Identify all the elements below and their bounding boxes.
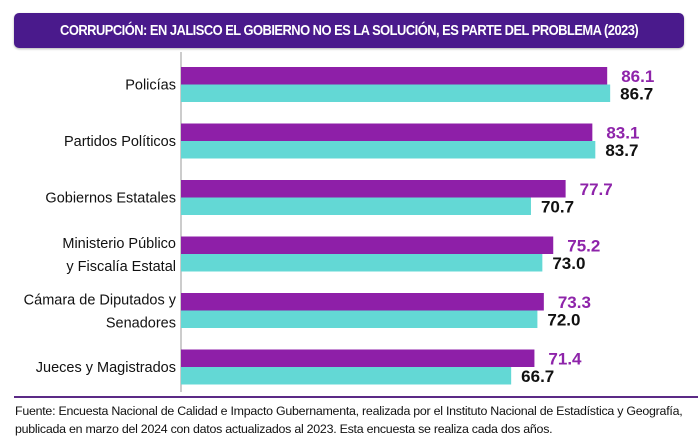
source-line-2: publicada en marzo del 2024 con datos ac… [15, 422, 553, 436]
source-note: Fuente: Encuesta Nacional de Calidad e I… [15, 402, 700, 438]
bar-series-a-5 [181, 349, 535, 367]
value-label-series-b-4: 72.0 [547, 310, 580, 329]
bar-series-b-3 [181, 254, 543, 272]
value-label-series-b-5: 66.7 [521, 367, 554, 386]
footer-divider [14, 396, 698, 398]
value-label-series-b-0: 86.7 [620, 84, 653, 103]
bar-series-a-1 [181, 123, 593, 141]
category-label-2: Gobiernos Estatales [45, 191, 176, 207]
category-label-3-line-0: Ministerio Público [62, 236, 176, 252]
value-label-series-a-0: 86.1 [621, 67, 654, 86]
category-labels-group: Policías Partidos Políticos Gobiernos Esta… [24, 78, 177, 377]
value-label-series-a-4: 73.3 [558, 293, 591, 312]
category-label-5: Jueces y Magistrados [36, 360, 176, 376]
category-label-3-line-1: y Fiscalía Estatal [66, 259, 176, 275]
value-label-series-b-2: 70.7 [541, 197, 574, 216]
bar-series-b-1 [181, 141, 596, 159]
value-labels-group: 86.186.7 83.183.7 77.7 70.7 75.273.0 73.372.0… [521, 67, 654, 386]
chart-title: CORRUPCIÓN: EN JALISCO EL GOBIERNO NO ES… [59, 22, 639, 39]
value-label-series-a-2: 77.7 [580, 180, 613, 199]
category-label-1: Partidos Políticos [64, 134, 176, 150]
bar-series-b-2 [181, 197, 531, 215]
value-label-series-a-1: 83.1 [606, 123, 639, 142]
value-label-series-a-5: 71.4 [548, 349, 582, 368]
bars-group [181, 67, 611, 385]
bar-series-b-4 [181, 310, 538, 328]
bar-chart: Policías Partidos Políticos Gobiernos Esta… [24, 52, 654, 392]
bar-series-a-4 [181, 293, 544, 311]
category-label-4-line-0: Cámara de Diputados y [24, 293, 177, 309]
bar-series-a-3 [181, 236, 554, 254]
value-label-series-b-1: 83.7 [605, 141, 638, 160]
bar-series-a-0 [181, 67, 608, 85]
value-label-series-b-3: 73.0 [552, 254, 585, 273]
category-label-4-line-1: Senadores [106, 316, 176, 332]
value-label-series-a-3: 75.2 [567, 236, 600, 255]
source-line-1: Fuente: Encuesta Nacional de Calidad e I… [15, 404, 683, 418]
category-label-0: Policías [125, 78, 176, 94]
bar-series-b-0 [181, 84, 611, 102]
bar-series-a-2 [181, 180, 566, 198]
bar-series-b-5 [181, 367, 512, 385]
chart-title-banner: CORRUPCIÓN: EN JALISCO EL GOBIERNO NO ES… [14, 13, 684, 48]
